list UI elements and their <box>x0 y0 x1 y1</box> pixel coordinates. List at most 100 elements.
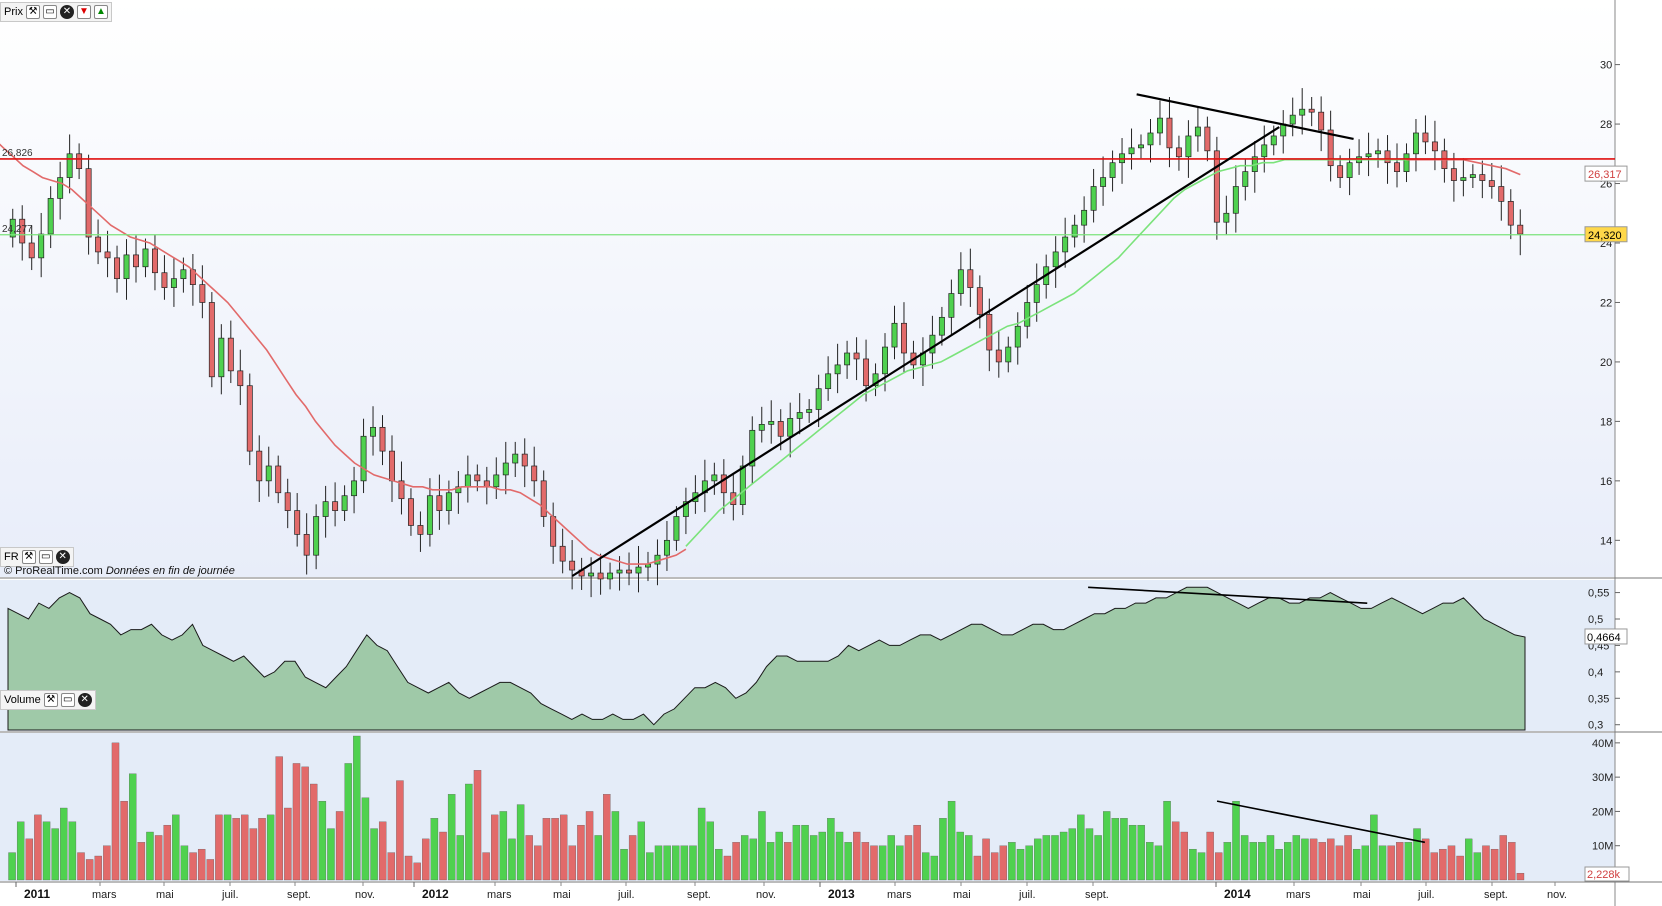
close-icon[interactable]: ✕ <box>59 5 74 19</box>
volume-bar <box>1077 814 1085 881</box>
candle <box>1175 135 1182 171</box>
month-label: sept. <box>287 889 311 901</box>
month-label: sept. <box>1085 889 1109 901</box>
volume-bar <box>275 756 283 881</box>
window-icon[interactable]: ▭ <box>60 693 75 707</box>
candle-body-up <box>1014 325 1021 348</box>
volume-bar <box>904 835 913 881</box>
arrow-up-icon[interactable]: ▲ <box>93 5 108 19</box>
volume-bar <box>594 835 602 881</box>
window-icon[interactable]: ▭ <box>38 550 53 564</box>
candle-body-down <box>1308 108 1315 113</box>
candle <box>1375 138 1381 168</box>
candle <box>682 487 689 535</box>
candle <box>711 462 718 495</box>
wrench-icon[interactable]: ⚒ <box>43 693 58 707</box>
volume-bar <box>1413 828 1421 881</box>
volume-bar <box>1499 835 1507 881</box>
candle <box>853 337 860 381</box>
candle-body-up <box>673 516 680 541</box>
candle-body-down <box>1498 186 1505 202</box>
volume-bar <box>525 835 533 881</box>
candle <box>1166 97 1173 168</box>
year-label: 2013 <box>828 887 855 901</box>
candle-body-down <box>1337 165 1344 178</box>
month-label: mai <box>553 889 571 901</box>
candle-body-up <box>663 539 670 556</box>
volume-bar <box>370 828 378 881</box>
candle-body-down <box>1507 201 1514 226</box>
candle-body-up <box>806 409 813 413</box>
candle <box>332 482 339 527</box>
candle <box>1128 128 1135 170</box>
close-icon[interactable]: ✕ <box>77 693 92 707</box>
candle-body-down <box>1488 180 1495 187</box>
wrench-icon[interactable]: ⚒ <box>21 550 36 564</box>
volume-bar <box>585 811 594 881</box>
candle-body-down <box>901 322 907 354</box>
volume-bar <box>1465 838 1473 881</box>
volume-bar <box>1344 835 1352 881</box>
candle <box>407 488 414 536</box>
trendline <box>1136 93 1354 141</box>
candle <box>28 225 35 271</box>
candle-body-up <box>341 495 348 511</box>
volume-bar <box>327 828 335 881</box>
volume-bar <box>335 811 344 881</box>
candle-body-down <box>597 572 604 580</box>
volume-panel-label: Volume <box>4 694 41 706</box>
candle-body-up <box>1147 132 1154 146</box>
volume-bar <box>646 852 654 881</box>
volume-bar <box>1189 848 1197 881</box>
candle <box>57 161 64 220</box>
volume-bar <box>1396 842 1404 881</box>
candle-body-down <box>28 242 35 259</box>
volume-bar <box>732 842 740 881</box>
year-label: 2014 <box>1224 887 1251 901</box>
candle <box>1469 164 1476 188</box>
window-icon[interactable]: ▭ <box>42 5 57 19</box>
candle <box>1346 148 1353 196</box>
volume-bar <box>1473 852 1482 881</box>
candle-body-down <box>1175 147 1182 158</box>
fr-tick-label: 0,55 <box>1588 588 1609 600</box>
candle-body-down <box>626 569 632 574</box>
month-label: mai <box>953 889 971 901</box>
candle-body-up <box>313 516 320 556</box>
wrench-icon[interactable]: ⚒ <box>25 5 40 19</box>
volume-bar <box>508 838 516 881</box>
volume-bar <box>206 859 215 881</box>
candle <box>1147 119 1154 163</box>
candle-body-up <box>1128 147 1135 155</box>
candle-body-down <box>294 510 301 535</box>
candle <box>863 339 870 402</box>
month-label: mai <box>156 889 174 901</box>
candle-body-down <box>152 248 158 274</box>
candle <box>512 441 519 477</box>
volume-current-tag: 2,228k <box>1587 869 1621 881</box>
price-tick-label: 14 <box>1600 535 1612 547</box>
candle-body-down <box>521 453 528 467</box>
price-panel-bg <box>0 0 1615 577</box>
candle <box>739 455 746 516</box>
volume-bar <box>947 800 956 881</box>
candle <box>559 528 566 574</box>
close-icon[interactable]: ✕ <box>55 550 70 564</box>
volume-bar <box>301 766 309 881</box>
candle-body-down <box>995 349 1002 363</box>
volume-bar <box>310 783 318 881</box>
volume-bar <box>603 794 611 881</box>
month-label: sept. <box>687 889 711 901</box>
candle <box>626 552 632 586</box>
arrow-down-icon[interactable]: ▼ <box>76 5 91 19</box>
candle <box>834 343 841 394</box>
candle-body-up <box>1232 186 1239 214</box>
candle-body-up <box>1289 114 1296 125</box>
candle <box>976 275 983 329</box>
candle <box>294 493 301 547</box>
volume-bar <box>766 842 775 881</box>
candle <box>825 356 832 401</box>
volume-bar <box>42 821 51 881</box>
price-panel-label: Prix <box>4 6 23 18</box>
